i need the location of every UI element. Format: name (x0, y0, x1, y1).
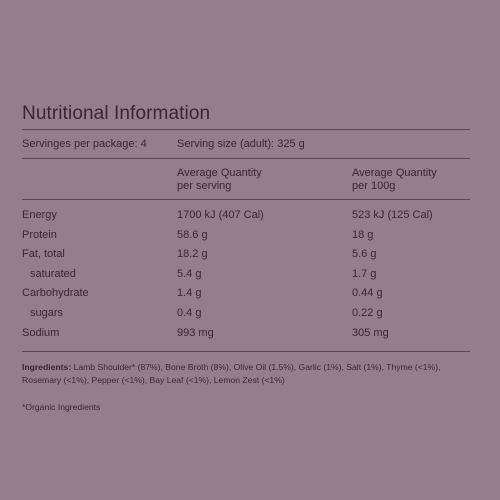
table-row: Energy 1700 kJ (407 Cal) 523 kJ (125 Cal… (22, 209, 470, 229)
per-100g-value: 305 mg (352, 326, 389, 339)
per-serving-value: 993 mg (177, 326, 214, 339)
per-100g-value: 1.7 g (352, 267, 377, 280)
row-label: Carbohydrate (22, 287, 89, 300)
row-label: sugars (30, 306, 64, 319)
per-serving-value: 5.4 g (177, 267, 202, 280)
table-row: Carbohydrate 1.4 g 0.44 g (22, 287, 470, 307)
table-row: Sodium 993 mg 305 mg (22, 327, 470, 347)
per-serving-value: 1700 kJ (407 Cal) (177, 209, 264, 221)
column-header-per-100g: Average Quantity per 100g (352, 167, 500, 193)
row-label: Energy (22, 209, 57, 221)
column-header-line: per serving (177, 180, 232, 192)
row-label: Fat, total (22, 248, 65, 261)
table-row: sugars 0.4 g 0.22 g (22, 307, 470, 327)
column-header-line: Average Quantity (352, 167, 437, 179)
ingredients-list: Ingredients: Lamb Shoulder* (87%), Bone … (22, 361, 470, 387)
ingredients-heading: Ingredients: (22, 362, 72, 372)
per-100g-value: 5.6 g (352, 248, 377, 261)
divider (22, 129, 470, 130)
table-row: saturated 5.4 g 1.7 g (22, 268, 470, 288)
divider (22, 351, 470, 352)
servings-per-package: Servinges per package: 4 (22, 138, 147, 150)
per-serving-value: 1.4 g (177, 287, 202, 300)
serving-size: Serving size (adult): 325 g (177, 138, 305, 150)
column-header-line: per 100g (352, 180, 396, 192)
per-100g-value: 0.44 g (352, 287, 383, 300)
ingredients-text: Lamb Shoulder* (87%), Bone Broth (8%), O… (22, 362, 441, 385)
column-header-per-serving: Average Quantity per serving (177, 167, 337, 193)
divider (22, 199, 470, 200)
panel-title: Nutritional Information (22, 103, 211, 124)
column-header-line: Average Quantity (177, 167, 262, 179)
table-row: Fat, total 18.2 g 5.6 g (22, 248, 470, 268)
row-label: Sodium (22, 326, 60, 339)
nutrition-table: Energy 1700 kJ (407 Cal) 523 kJ (125 Cal… (22, 209, 470, 346)
row-label: saturated (30, 267, 76, 280)
organic-note: *Organic Ingredients (22, 402, 101, 412)
per-100g-value: 18 g (352, 228, 374, 241)
per-serving-value: 18.2 g (177, 248, 208, 261)
per-serving-value: 0.4 g (177, 306, 202, 319)
table-row: Protein 58.6 g 18 g (22, 229, 470, 249)
per-100g-value: 523 kJ (125 Cal) (352, 209, 433, 221)
per-serving-value: 58.6 g (177, 228, 208, 241)
row-label: Protein (22, 228, 57, 241)
divider (22, 158, 470, 159)
per-100g-value: 0.22 g (352, 306, 383, 319)
